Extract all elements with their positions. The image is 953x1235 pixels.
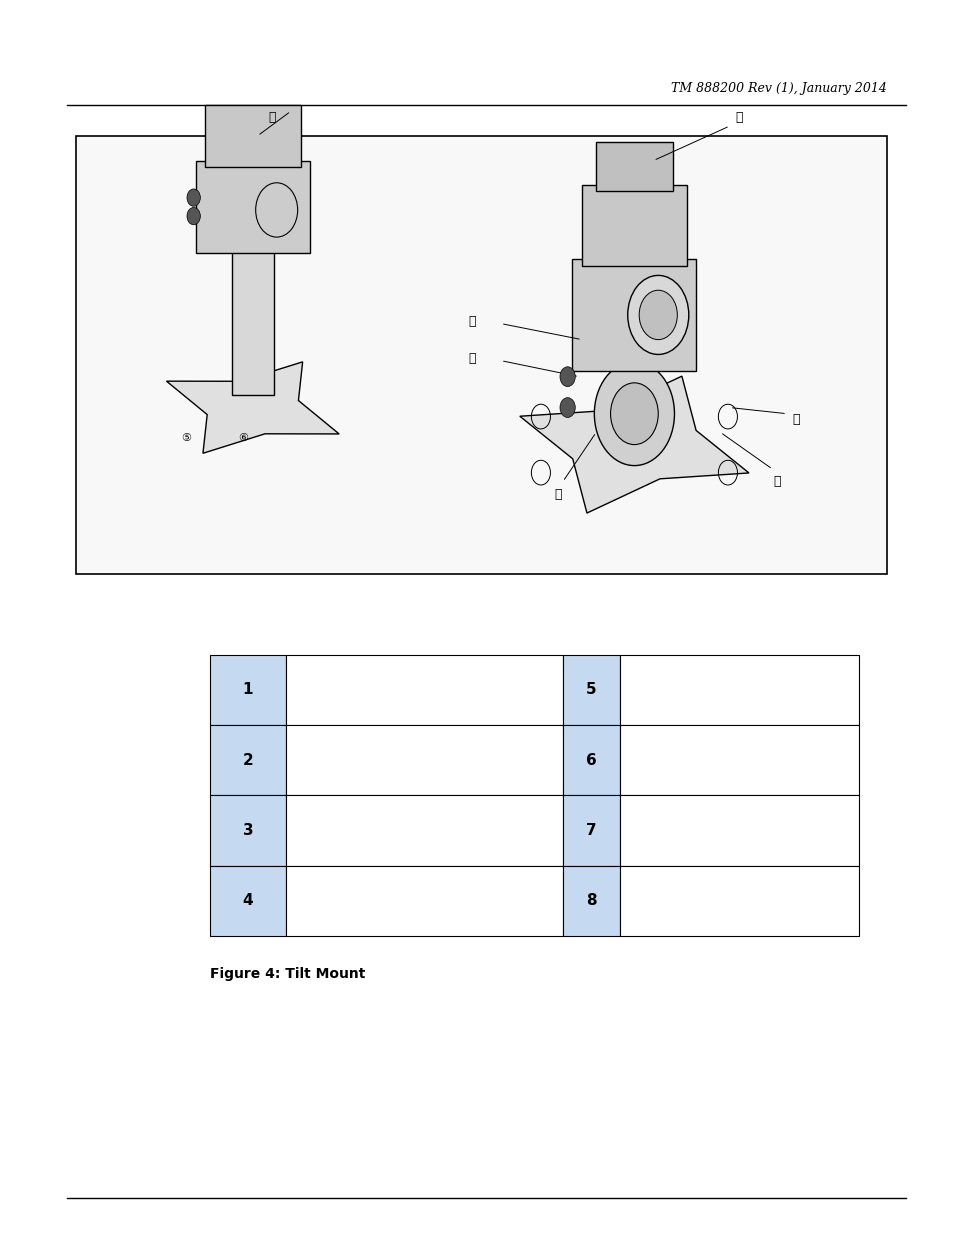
Text: 6: 6 bbox=[585, 752, 597, 768]
Circle shape bbox=[610, 383, 658, 445]
Bar bbox=[619, 795, 858, 866]
Bar bbox=[210, 795, 286, 866]
Bar bbox=[562, 655, 619, 725]
Text: Figure 4: Tilt Mount: Figure 4: Tilt Mount bbox=[210, 967, 365, 981]
Text: 1: 1 bbox=[242, 682, 253, 698]
Text: 7: 7 bbox=[585, 823, 597, 839]
Text: 3: 3 bbox=[242, 823, 253, 839]
Bar bbox=[286, 725, 562, 795]
Text: ③: ③ bbox=[468, 352, 476, 364]
Bar bbox=[562, 725, 619, 795]
Polygon shape bbox=[167, 362, 338, 453]
Bar bbox=[619, 866, 858, 936]
Text: 5: 5 bbox=[585, 682, 597, 698]
Bar bbox=[286, 795, 562, 866]
Bar bbox=[619, 725, 858, 795]
Text: ②: ② bbox=[735, 111, 742, 124]
Bar bbox=[76, 136, 886, 574]
Circle shape bbox=[639, 290, 677, 340]
Bar bbox=[619, 655, 858, 725]
Circle shape bbox=[559, 398, 575, 417]
Circle shape bbox=[627, 275, 688, 354]
Bar bbox=[572, 259, 696, 370]
Text: 2: 2 bbox=[242, 752, 253, 768]
Bar bbox=[210, 725, 286, 795]
Bar bbox=[286, 655, 562, 725]
Circle shape bbox=[594, 362, 674, 466]
Text: ⑧: ⑧ bbox=[792, 414, 800, 426]
Bar bbox=[581, 185, 686, 266]
Bar bbox=[195, 161, 310, 253]
Bar bbox=[232, 235, 274, 395]
Text: ⑥: ⑥ bbox=[238, 433, 248, 443]
Text: ⑦: ⑦ bbox=[554, 488, 561, 500]
Text: ①: ① bbox=[773, 475, 781, 488]
Bar bbox=[562, 866, 619, 936]
Text: TM 888200 Rev (1), January 2014: TM 888200 Rev (1), January 2014 bbox=[671, 82, 886, 95]
Bar bbox=[562, 795, 619, 866]
Circle shape bbox=[187, 207, 200, 225]
Circle shape bbox=[559, 367, 575, 387]
Text: ②: ② bbox=[268, 111, 275, 124]
Bar bbox=[210, 866, 286, 936]
Polygon shape bbox=[519, 377, 748, 513]
Bar bbox=[210, 655, 286, 725]
Text: 8: 8 bbox=[585, 893, 597, 909]
Text: 4: 4 bbox=[242, 893, 253, 909]
Bar bbox=[205, 105, 300, 167]
Text: ④: ④ bbox=[468, 315, 476, 327]
Circle shape bbox=[187, 189, 200, 206]
Bar bbox=[286, 866, 562, 936]
Bar bbox=[596, 142, 672, 191]
Text: ⑤: ⑤ bbox=[181, 433, 191, 443]
